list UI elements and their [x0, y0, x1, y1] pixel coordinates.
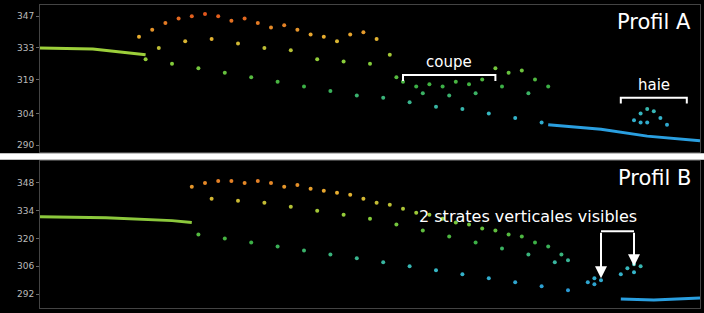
svg-text:334: 334 [17, 206, 34, 216]
svg-text:306: 306 [17, 261, 34, 271]
svg-text:coupe: coupe [426, 53, 472, 71]
svg-text:348: 348 [17, 178, 34, 188]
svg-text:304: 304 [17, 109, 34, 119]
svg-text:Profil A: Profil A [617, 10, 691, 34]
svg-text:haie: haie [638, 76, 670, 94]
svg-text:319: 319 [17, 75, 34, 85]
svg-text:320: 320 [17, 234, 34, 244]
svg-text:Profil B: Profil B [618, 166, 691, 190]
svg-text:333: 333 [17, 43, 34, 53]
svg-text:290: 290 [17, 140, 34, 150]
svg-text:347: 347 [17, 11, 34, 21]
svg-text:292: 292 [17, 289, 34, 299]
svg-text:2 strates verticales visibles: 2 strates verticales visibles [419, 207, 637, 226]
